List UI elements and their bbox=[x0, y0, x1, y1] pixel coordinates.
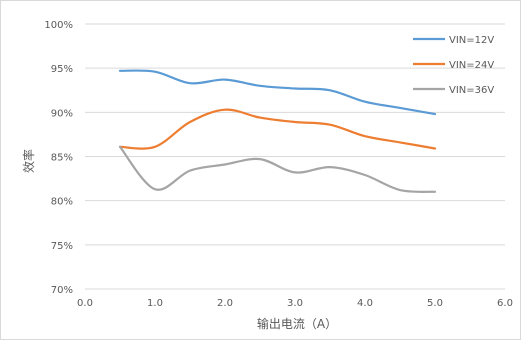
x-tick-label: 0.0 bbox=[77, 298, 93, 309]
x-tick-labels: 0.0 1.0 2.0 3.0 4.0 5.0 6.0 bbox=[77, 298, 513, 309]
x-tick-label: 2.0 bbox=[217, 298, 233, 309]
series-line-vin-36v bbox=[118, 145, 437, 193]
series-line-vin-24v bbox=[118, 108, 437, 150]
y-tick-label: 95% bbox=[51, 64, 73, 75]
x-tick-label: 4.0 bbox=[357, 298, 373, 309]
y-tick-label: 75% bbox=[51, 241, 73, 252]
y-tick-label: 85% bbox=[51, 153, 73, 164]
y-tick-label: 100% bbox=[44, 20, 73, 31]
y-tick-label: 90% bbox=[51, 108, 73, 119]
legend-label: VIN=12V bbox=[449, 35, 494, 46]
x-tick-label: 6.0 bbox=[497, 298, 513, 309]
x-tick-label: 1.0 bbox=[147, 298, 163, 309]
y-tick-labels: 70% 75% 80% 85% 90% 95% 100% bbox=[44, 20, 73, 296]
grid-lines bbox=[85, 23, 505, 290]
legend-label: VIN=24V bbox=[449, 60, 494, 71]
y-tick-label: 70% bbox=[51, 285, 73, 296]
legend-label: VIN=36V bbox=[449, 85, 494, 96]
x-axis-label: 输出电流（A） bbox=[257, 316, 337, 331]
x-tick-label: 5.0 bbox=[427, 298, 443, 309]
series-lines bbox=[118, 69, 437, 193]
x-tick-label: 3.0 bbox=[287, 298, 303, 309]
y-tick-label: 80% bbox=[51, 197, 73, 208]
series-line-vin-12v bbox=[118, 69, 437, 116]
y-axis-label: 效率 bbox=[21, 149, 36, 173]
legend: VIN=12V VIN=24V VIN=36V bbox=[413, 35, 494, 96]
